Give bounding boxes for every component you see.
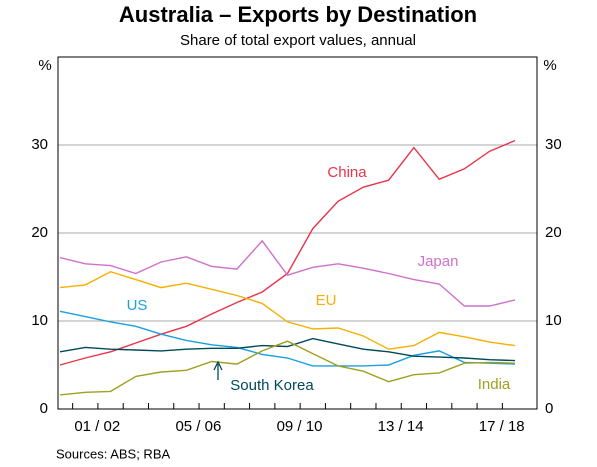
series-line <box>59 340 516 396</box>
series-label: EU <box>316 292 337 309</box>
x-tick-label: 13 / 14 <box>378 418 424 435</box>
series-line <box>59 310 516 367</box>
source-note: Sources: ABS; RBA <box>56 446 170 461</box>
series-label: South Korea <box>230 377 314 394</box>
series-line <box>59 270 516 350</box>
series-label: China <box>327 164 367 181</box>
label-arrow <box>213 360 223 380</box>
series-line <box>59 239 516 307</box>
y-tick-label: 20 <box>31 224 48 241</box>
x-tick-label: 01 / 02 <box>74 418 120 435</box>
x-tick-label: 09 / 10 <box>277 418 323 435</box>
series-line <box>59 337 516 362</box>
series-label: India <box>478 376 511 393</box>
x-tick-label: 17 / 18 <box>479 418 525 435</box>
series-line <box>59 139 516 366</box>
chart-subtitle: Share of total export values, annual <box>180 32 416 49</box>
x-tick-label: 05 / 06 <box>175 418 221 435</box>
y-unit: % <box>38 57 51 74</box>
chart-title: Australia – Exports by Destination <box>119 2 477 27</box>
y-tick-label: 30 <box>31 136 48 153</box>
plot-frame <box>57 56 538 410</box>
y-tick-label-right: 0 <box>545 400 553 417</box>
y-tick-label-right: 10 <box>545 312 562 329</box>
series-label: US <box>127 297 148 314</box>
y-tick-label: 10 <box>31 312 48 329</box>
y-tick-label: 0 <box>40 400 48 417</box>
y-tick-label-right: 30 <box>545 136 562 153</box>
series-label: Japan <box>418 253 459 270</box>
y-unit-right: % <box>543 57 556 74</box>
y-tick-label-right: 20 <box>545 224 562 241</box>
